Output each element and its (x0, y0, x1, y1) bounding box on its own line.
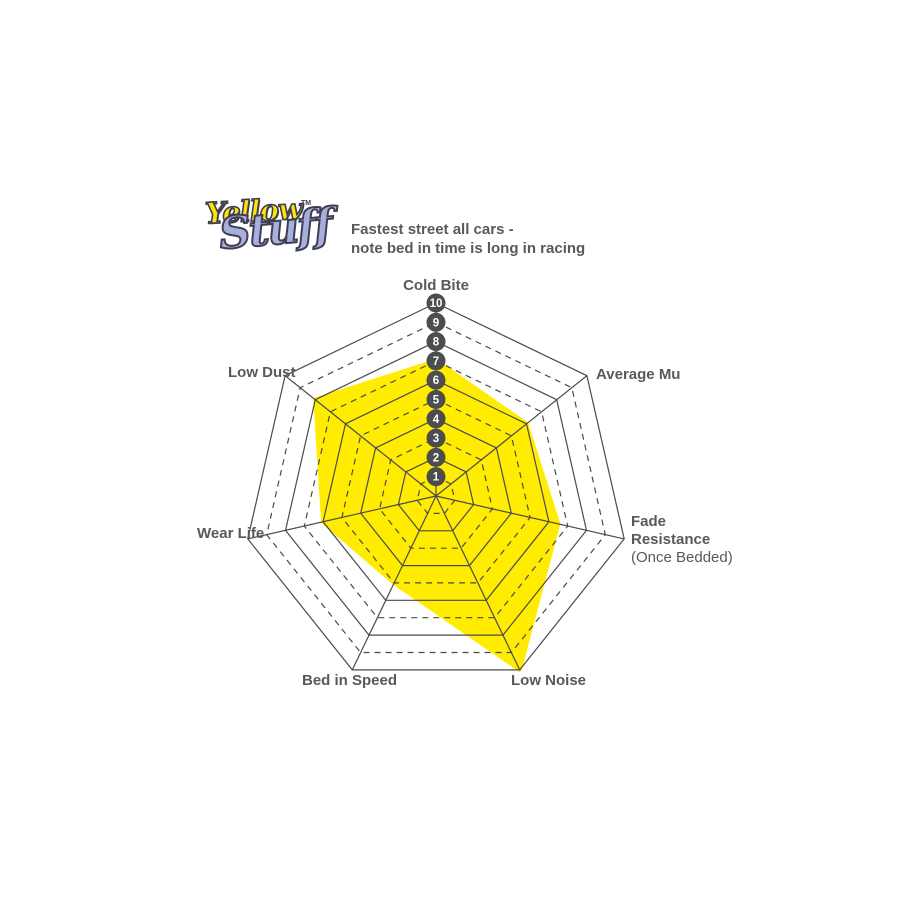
yellowstuff-logo: Yellow TM Stuff (185, 188, 345, 273)
grid-ring-6 (322, 379, 550, 601)
chart-title-line1: Fastest street all cars - (351, 221, 514, 238)
scale-badge-label-10: 10 (430, 298, 443, 310)
grid-ring-8 (284, 340, 588, 636)
chart-title: Fastest street all cars - note bed in ti… (351, 220, 591, 258)
axis-spoke-2 (435, 375, 588, 497)
grid-ring-4 (360, 418, 512, 567)
grid-ring-10 (247, 302, 625, 671)
axis-label-low-noise: Low Noise (511, 672, 587, 689)
scale-badge-10 (426, 293, 446, 313)
axis-spoke-4 (435, 495, 521, 671)
axis-label-wear-life: Wear Life (197, 525, 265, 542)
grid-ring-7 (303, 360, 569, 619)
grid-ring-3 (378, 437, 494, 549)
scale-badge-7 (426, 351, 446, 371)
scale-badge-2 (426, 447, 446, 467)
data-polygon-yellowstuff (313, 358, 561, 672)
axis-label-fade-line1: Fade (631, 513, 667, 530)
scale-badge-1 (426, 467, 446, 487)
scale-badge-3 (426, 428, 446, 448)
scale-badge-label-8: 8 (433, 337, 440, 349)
scale-badge-label-1: 1 (433, 472, 440, 484)
scale-badge-label-7: 7 (433, 356, 439, 368)
scale-badge-4 (426, 409, 446, 429)
axis-label-fade-line2: Resistance (631, 531, 711, 548)
scale-badge-6 (426, 370, 446, 390)
chart-title-line2: note bed in time is long in racing (351, 240, 586, 257)
scale-badge-label-3: 3 (433, 433, 439, 445)
scale-badge-label-4: 4 (433, 414, 440, 426)
grid-ring-2 (397, 456, 475, 532)
trademark-symbol: TM (301, 200, 312, 207)
scale-badge-8 (426, 332, 446, 352)
axis-label-fade-resistance: Fade Resistance (Once Bedded) (631, 513, 733, 567)
axis-label-fade-line3: (Once Bedded) (631, 549, 733, 566)
axis-spoke-5 (351, 495, 437, 671)
scale-badge-9 (426, 312, 446, 332)
axis-spoke-6 (247, 495, 437, 540)
axis-label-average-mu: Average Mu (596, 366, 681, 383)
scale-badge-label-9: 9 (433, 317, 439, 329)
axis-spoke-7 (284, 375, 437, 497)
grid-ring-5 (341, 398, 531, 584)
grid-ring-1 (416, 476, 456, 515)
scale-badge-label-2: 2 (433, 452, 439, 464)
scale-badge-label-5: 5 (433, 395, 440, 407)
axis-label-bed-in-speed: Bed in Speed (302, 672, 398, 689)
axis-spoke-3 (435, 495, 625, 540)
axis-label-cold-bite: Cold Bite (403, 277, 469, 294)
axis-label-low-dust: Low Dust (228, 364, 296, 381)
scale-badge-5 (426, 390, 446, 409)
scale-badge-label-6: 6 (433, 375, 439, 387)
